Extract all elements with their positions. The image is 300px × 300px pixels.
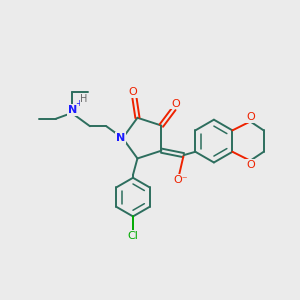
Text: O: O — [128, 87, 137, 97]
Text: +: + — [75, 99, 82, 108]
Text: Cl: Cl — [128, 231, 138, 241]
Text: O: O — [171, 98, 180, 109]
Text: O⁻: O⁻ — [173, 175, 188, 185]
Text: O: O — [246, 160, 255, 170]
Text: N: N — [116, 133, 125, 143]
Text: O: O — [246, 112, 255, 122]
Text: N: N — [68, 105, 77, 115]
Text: H: H — [80, 94, 88, 104]
